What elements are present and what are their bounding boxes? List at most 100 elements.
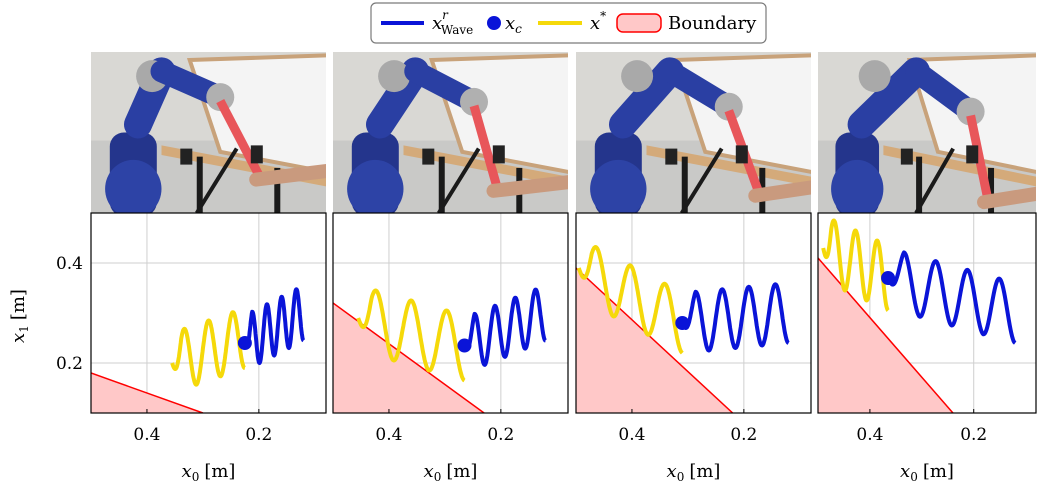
plot-panel-2: 0.4 0.2 x0 [m] (332, 212, 569, 482)
table-brace (914, 147, 955, 213)
photo-content (333, 52, 568, 213)
xc-marker (457, 338, 472, 353)
table-leg (438, 156, 445, 213)
x-tick-label: 0.2 (245, 425, 272, 445)
red-strap (469, 104, 502, 191)
x-axis-label: x0 [m] (182, 461, 236, 482)
x-tick-label: 0.4 (375, 425, 402, 445)
x-tick-label: 0.4 (618, 425, 645, 445)
plot-content (576, 213, 811, 413)
robot-upper-arm (847, 57, 931, 139)
legend-wave-label: xr Wave (432, 8, 473, 37)
x-star-trajectory (576, 245, 684, 355)
robot-joint (105, 159, 162, 213)
photo-content (818, 52, 1036, 213)
human-arm (249, 163, 326, 187)
x-wave-trajectory (680, 282, 790, 353)
robot-wrist (460, 87, 488, 116)
plot-content (818, 213, 1036, 413)
robot-shoulder-cap (378, 60, 411, 93)
robot-photo-2 (333, 52, 568, 213)
x-tick-label: 0.2 (730, 425, 757, 445)
plot-content (91, 213, 326, 413)
xc-marker (881, 271, 896, 285)
boundary-line (91, 372, 204, 413)
table-leg (681, 156, 688, 213)
table-leg (988, 167, 995, 213)
legend-boundary-label: Boundary (668, 13, 757, 34)
plot-content (333, 213, 568, 413)
plot-row: 0.4 0.20.20.4x0 [m]0.4 0.2x0 [m]0.4 0.2x0 [m]0… (56, 212, 1037, 482)
robot-shoulder-cap (621, 60, 654, 93)
y-tick-label: 0.2 (56, 354, 83, 374)
robot-joint (590, 159, 647, 213)
table-edge (883, 145, 1036, 187)
legend-xstar-label: x* (590, 9, 606, 34)
plot-area (91, 213, 326, 413)
robot-photo-4 (818, 52, 1036, 213)
robot-joint (831, 159, 884, 213)
x-wave-trajectory (462, 287, 548, 367)
red-strap (216, 98, 265, 180)
y-tick-label: 0.4 (56, 254, 83, 274)
plot-frame (332, 212, 569, 414)
x-tick-label: 0.2 (960, 425, 987, 445)
clamp (900, 148, 913, 165)
table-leg (274, 167, 281, 213)
x-axis-label: x0 [m] (424, 461, 478, 482)
clamp (422, 148, 435, 165)
photo-row (91, 52, 1036, 213)
plot-panel-3: 0.4 0.2 x0 [m] (575, 212, 812, 482)
clamp (250, 145, 263, 164)
robot-wrist (956, 97, 985, 126)
legend: xr Wave xc x* Boundary (370, 2, 767, 44)
x-axis-label: x0 [m] (667, 461, 721, 482)
human-arm (977, 186, 1036, 210)
table-brace (437, 147, 481, 213)
x-star-trajectory (170, 310, 247, 387)
table-edge (403, 145, 568, 187)
robot-photo-3 (576, 52, 811, 213)
legend-xc-label: xc (505, 13, 522, 36)
clamp (665, 148, 678, 165)
table-brace (195, 147, 239, 213)
x-tick-label: 0.2 (487, 425, 514, 445)
legend-boundary-swatch (616, 13, 662, 33)
y-axis-label: x1[m] (8, 289, 31, 343)
red-strap (966, 114, 993, 202)
drawing-board (428, 53, 568, 174)
robot-wrist (206, 83, 235, 112)
boundary-line (818, 257, 954, 413)
table-leg (196, 156, 203, 213)
table-brace (680, 147, 724, 213)
photo-content (91, 52, 326, 213)
plot-frame (817, 212, 1037, 414)
human-arm (748, 180, 811, 203)
x-tick-label: 0.4 (133, 425, 160, 445)
robot-wrist (714, 92, 743, 121)
x-star-trajectory (356, 288, 466, 383)
clamp (180, 148, 193, 165)
x-axis-label: x0 [m] (900, 461, 954, 482)
boundary-line (576, 267, 734, 413)
x-tick-label: 0.4 (856, 425, 883, 445)
clamp (966, 145, 979, 164)
robot-joint (347, 159, 404, 213)
x-wave-trajectory (242, 287, 306, 365)
xc-marker (237, 336, 252, 350)
plot-panel-1: 0.4 0.2 0.2 0.4 x0 [m] (56, 212, 327, 482)
legend-xc-swatch (487, 16, 501, 30)
plot-panel-4: 0.4 0.2 x0 [m] (817, 212, 1037, 482)
robot-upper-arm (609, 57, 684, 139)
plot-frame (575, 212, 812, 414)
plot-frame (90, 212, 327, 414)
table-edge (646, 145, 811, 187)
photo-content (576, 52, 811, 213)
x-wave-trajectory (886, 250, 1017, 345)
robot-shoulder-cap (858, 60, 891, 93)
clamp (735, 145, 748, 164)
xc-marker (675, 316, 690, 330)
x-star-trajectory (821, 218, 890, 313)
human-arm (486, 175, 568, 198)
